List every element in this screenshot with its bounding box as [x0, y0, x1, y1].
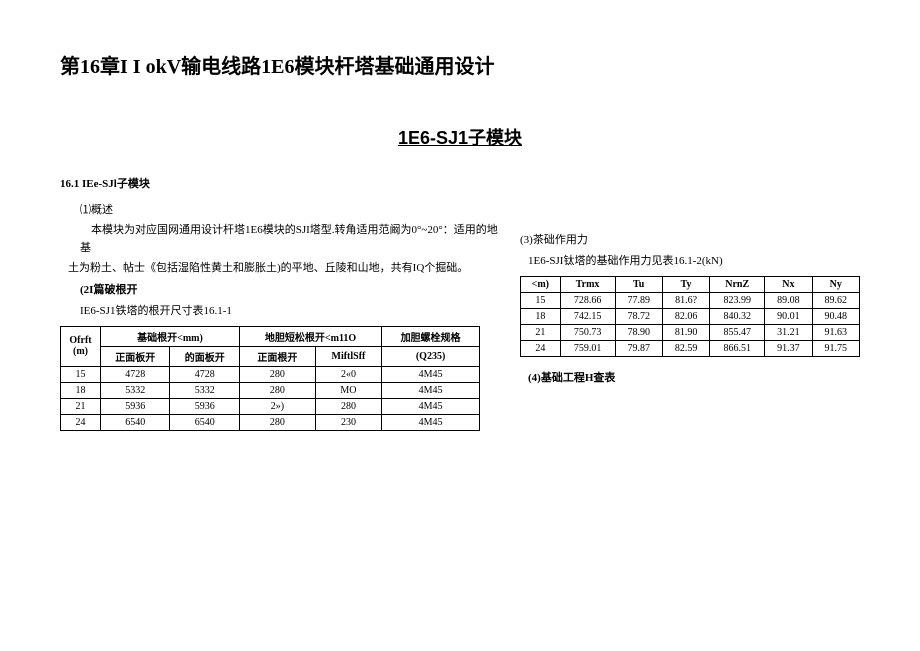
table-1: Ofrft (m) 基础根开<mm) 地胆短松根开<m11O 加胆螺栓规格 正面… — [60, 326, 480, 431]
table-row: 24 6540 6540 280 230 4M45 — [61, 414, 480, 430]
cell: 21 — [521, 325, 561, 341]
t1-c3: 正面根开 — [239, 346, 315, 366]
t2-h: Nx — [765, 277, 812, 293]
cell: 750.73 — [560, 325, 615, 341]
overview-label: ⑴概述 — [80, 201, 505, 217]
overview-text-1: 本模块为对应国网通用设计杆塔1E6模块的SJI塔型.转角适用范阚为0°~20°：… — [80, 222, 505, 257]
cell: 6540 — [101, 414, 170, 430]
cell: 24 — [61, 414, 101, 430]
t2-h: Trmx — [560, 277, 615, 293]
table-row: 21 750.73 78.90 81.90 855.47 31.21 91.63 — [521, 325, 860, 341]
cell: 81.6? — [662, 293, 709, 309]
table-row: 18 742.15 78.72 82.06 840.32 90.01 90.48 — [521, 309, 860, 325]
cell: 79.87 — [615, 341, 662, 357]
cell: 2») — [239, 398, 315, 414]
cell: 759.01 — [560, 341, 615, 357]
table-row: 24 759.01 79.87 82.59 866.51 91.37 91.75 — [521, 341, 860, 357]
cell: 21 — [61, 398, 101, 414]
t2-h: NrnZ — [710, 277, 765, 293]
cell: 5936 — [101, 398, 170, 414]
cell: 6540 — [170, 414, 239, 430]
section2-label: (2I篇破根开 — [80, 281, 505, 297]
cell: 5936 — [170, 398, 239, 414]
cell: 90.48 — [812, 309, 859, 325]
t2-h: Ny — [812, 277, 859, 293]
t1-col-h: Ofrft — [65, 335, 96, 346]
t1-hg1: 基础根开<mm) — [101, 326, 240, 346]
t1-hg2: 地胆短松根开<m11O — [239, 326, 381, 346]
cell: 4728 — [101, 366, 170, 382]
cell: 31.21 — [765, 325, 812, 341]
cell: MO — [315, 382, 381, 398]
t1-c4: MiftlSff — [315, 346, 381, 366]
cell: 82.06 — [662, 309, 709, 325]
overview-text-2: 土为粉土、帖士《包括湿陷性黄土和膨胀土)的平地、丘陵和山地，共有IQ个掘础。 — [68, 260, 505, 278]
t1-hg3: 加胆螺栓规格 — [382, 326, 480, 346]
cell: 81.90 — [662, 325, 709, 341]
t1-c2: 的面板开 — [170, 346, 239, 366]
content-columns: ⑴概述 本模块为对应国网通用设计杆塔1E6模块的SJI塔型.转角适用范阚为0°~… — [60, 201, 860, 431]
cell: 280 — [239, 414, 315, 430]
right-column: (3)茶础作用力 1E6-SJI钛塔的基础作用力见表16.1-2(kN) <m)… — [520, 201, 860, 431]
cell: 5332 — [170, 382, 239, 398]
cell: 2«0 — [315, 366, 381, 382]
cell: 230 — [315, 414, 381, 430]
cell: 18 — [61, 382, 101, 398]
table-row: 18 5332 5332 280 MO 4M45 — [61, 382, 480, 398]
t1-col-h-unit: (m) — [65, 346, 96, 357]
cell: 4M45 — [382, 382, 480, 398]
cell: 82.59 — [662, 341, 709, 357]
section-heading: 16.1 IEe-SJl子模块 — [60, 175, 860, 191]
cell: 24 — [521, 341, 561, 357]
cell: 91.63 — [812, 325, 859, 341]
chapter-title: 第16章I I okV输电线路1E6模块杆塔基础通用设计 — [60, 50, 860, 79]
t2-h: Tu — [615, 277, 662, 293]
module-title: 1E6-SJ1子模块 — [60, 124, 860, 150]
table-2: <m) Trmx Tu Ty NrnZ Nx Ny 15 728.66 77.8… — [520, 276, 860, 357]
cell: 855.47 — [710, 325, 765, 341]
table-row: 15 728.66 77.89 81.6? 823.99 89.08 89.62 — [521, 293, 860, 309]
cell: 4M45 — [382, 366, 480, 382]
table-row: 15 4728 4728 280 2«0 4M45 — [61, 366, 480, 382]
cell: 280 — [315, 398, 381, 414]
t2-h: <m) — [521, 277, 561, 293]
cell: 280 — [239, 366, 315, 382]
cell: 15 — [521, 293, 561, 309]
cell: 4728 — [170, 366, 239, 382]
cell: 5332 — [101, 382, 170, 398]
cell: 89.08 — [765, 293, 812, 309]
cell: 91.37 — [765, 341, 812, 357]
cell: 866.51 — [710, 341, 765, 357]
cell: 77.89 — [615, 293, 662, 309]
cell: 4M45 — [382, 414, 480, 430]
table2-caption: 1E6-SJI钛塔的基础作用力见表16.1-2(kN) — [528, 252, 860, 268]
table-row: 21 5936 5936 2») 280 4M45 — [61, 398, 480, 414]
section4-label: (4)基础工程H查表 — [528, 369, 860, 385]
cell: 78.90 — [615, 325, 662, 341]
cell: 280 — [239, 382, 315, 398]
table1-caption: IE6-SJ1铁塔的根开尺寸表16.1-1 — [80, 302, 505, 318]
cell: 89.62 — [812, 293, 859, 309]
t1-c1: 正面板开 — [101, 346, 170, 366]
cell: 4M45 — [382, 398, 480, 414]
cell: 15 — [61, 366, 101, 382]
t1-c5: (Q235) — [382, 346, 480, 366]
cell: 823.99 — [710, 293, 765, 309]
cell: 78.72 — [615, 309, 662, 325]
section3-label: (3)茶础作用力 — [520, 231, 860, 247]
left-column: ⑴概述 本模块为对应国网通用设计杆塔1E6模块的SJI塔型.转角适用范阚为0°~… — [60, 201, 505, 431]
cell: 840.32 — [710, 309, 765, 325]
cell: 728.66 — [560, 293, 615, 309]
cell: 742.15 — [560, 309, 615, 325]
cell: 91.75 — [812, 341, 859, 357]
t2-h: Ty — [662, 277, 709, 293]
cell: 18 — [521, 309, 561, 325]
cell: 90.01 — [765, 309, 812, 325]
